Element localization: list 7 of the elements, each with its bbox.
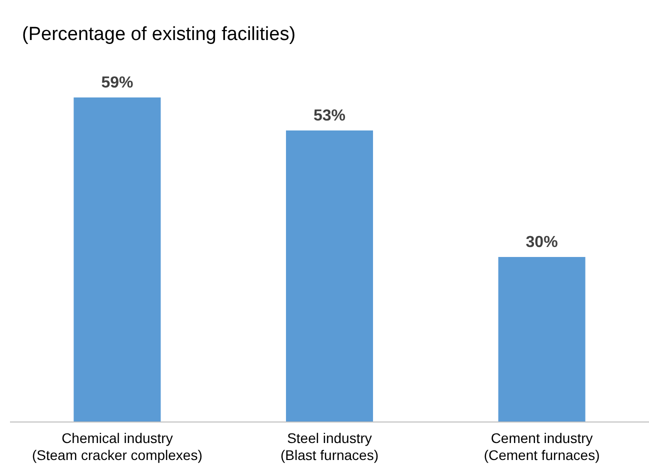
x-tick-label: Steel industry (Blast furnaces) [280, 430, 379, 463]
data-label: 30% [526, 234, 558, 251]
data-label: 53% [313, 107, 346, 124]
x-tick-label: Cement industry (Cement furnaces) [484, 430, 600, 463]
chart-title: (Percentage of existing facilities) [22, 24, 296, 45]
x-tick-label: Chemical industry (Steam cracker complexes) [32, 430, 202, 463]
data-label: 59% [101, 74, 134, 92]
